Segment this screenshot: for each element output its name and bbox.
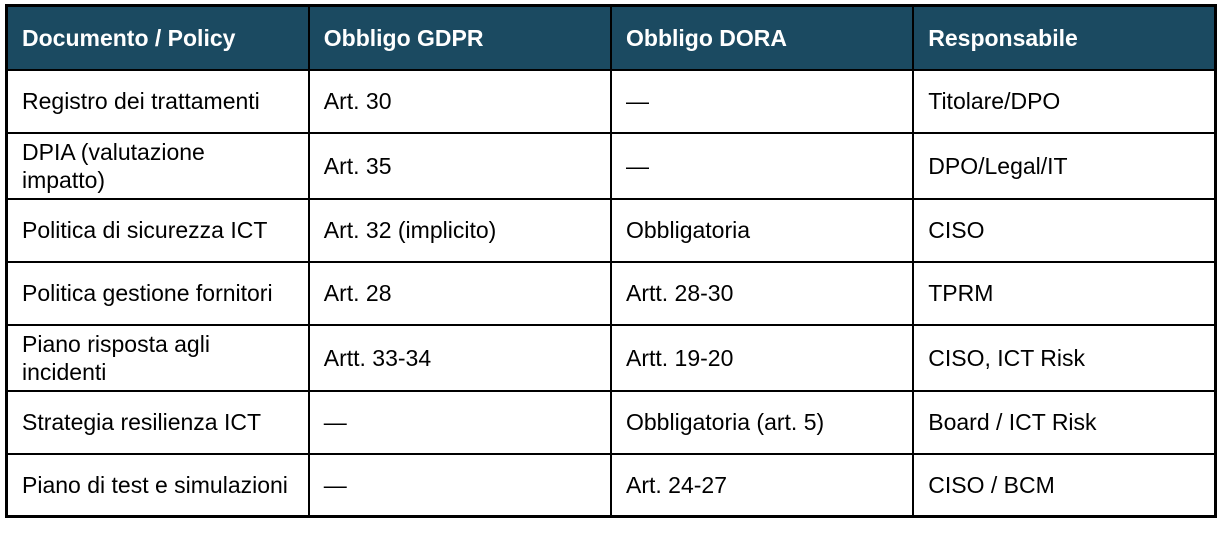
cell-dora: Obbligatoria — [609, 197, 915, 263]
cell-documento: Politica gestione fornitori — [5, 260, 310, 326]
header-row: Documento / Policy Obbligo GDPR Obbligo … — [5, 4, 1217, 71]
cell-responsabile: CISO / BCM — [912, 452, 1217, 518]
cell-gdpr: — — [307, 452, 613, 518]
cell-responsabile: CISO, ICT Risk — [912, 323, 1217, 392]
column-header-obbligo-dora: Obbligo DORA — [609, 4, 915, 71]
cell-responsabile: Board / ICT Risk — [912, 389, 1217, 455]
cell-gdpr: Art. 35 — [307, 131, 613, 200]
cell-responsabile: Titolare/DPO — [912, 68, 1217, 134]
cell-documento: Politica di sicurezza ICT — [5, 197, 310, 263]
column-header-documento-policy: Documento / Policy — [5, 4, 310, 71]
cell-dora: Obbligatoria (art. 5) — [609, 389, 915, 455]
table-row: Strategia resilienza ICT — Obbligatoria … — [5, 389, 1217, 455]
table-row: Registro dei trattamenti Art. 30 — Titol… — [5, 68, 1217, 134]
cell-documento: DPIA (valutazione impatto) — [5, 131, 310, 200]
cell-gdpr: — — [307, 389, 613, 455]
gdpr-dora-compliance-table: Documento / Policy Obbligo GDPR Obbligo … — [5, 4, 1217, 519]
cell-documento: Strategia resilienza ICT — [5, 389, 310, 455]
table-row: Piano di test e simulazioni — Art. 24-27… — [5, 452, 1217, 518]
cell-gdpr: Art. 32 (implicito) — [307, 197, 613, 263]
table-row: Politica gestione fornitori Art. 28 Artt… — [5, 260, 1217, 326]
table-row: Piano risposta agli incidenti Artt. 33-3… — [5, 323, 1217, 392]
cell-documento: Piano risposta agli incidenti — [5, 323, 310, 392]
cell-dora: Artt. 28-30 — [609, 260, 915, 326]
table-container: Documento / Policy Obbligo GDPR Obbligo … — [5, 4, 1217, 519]
cell-dora: Artt. 19-20 — [609, 323, 915, 392]
cell-gdpr: Artt. 33-34 — [307, 323, 613, 392]
cell-responsabile: CISO — [912, 197, 1217, 263]
cell-gdpr: Art. 28 — [307, 260, 613, 326]
cell-documento: Registro dei trattamenti — [5, 68, 310, 134]
cell-responsabile: TPRM — [912, 260, 1217, 326]
cell-responsabile: DPO/Legal/IT — [912, 131, 1217, 200]
column-header-responsabile: Responsabile — [912, 4, 1217, 71]
column-header-obbligo-gdpr: Obbligo GDPR — [307, 4, 613, 71]
cell-documento: Piano di test e simulazioni — [5, 452, 310, 518]
cell-dora: — — [609, 131, 915, 200]
cell-dora: Art. 24-27 — [609, 452, 915, 518]
table-body: Registro dei trattamenti Art. 30 — Titol… — [5, 68, 1217, 518]
table-header: Documento / Policy Obbligo GDPR Obbligo … — [5, 4, 1217, 71]
table-row: Politica di sicurezza ICT Art. 32 (impli… — [5, 197, 1217, 263]
cell-gdpr: Art. 30 — [307, 68, 613, 134]
table-row: DPIA (valutazione impatto) Art. 35 — DPO… — [5, 131, 1217, 200]
cell-dora: — — [609, 68, 915, 134]
